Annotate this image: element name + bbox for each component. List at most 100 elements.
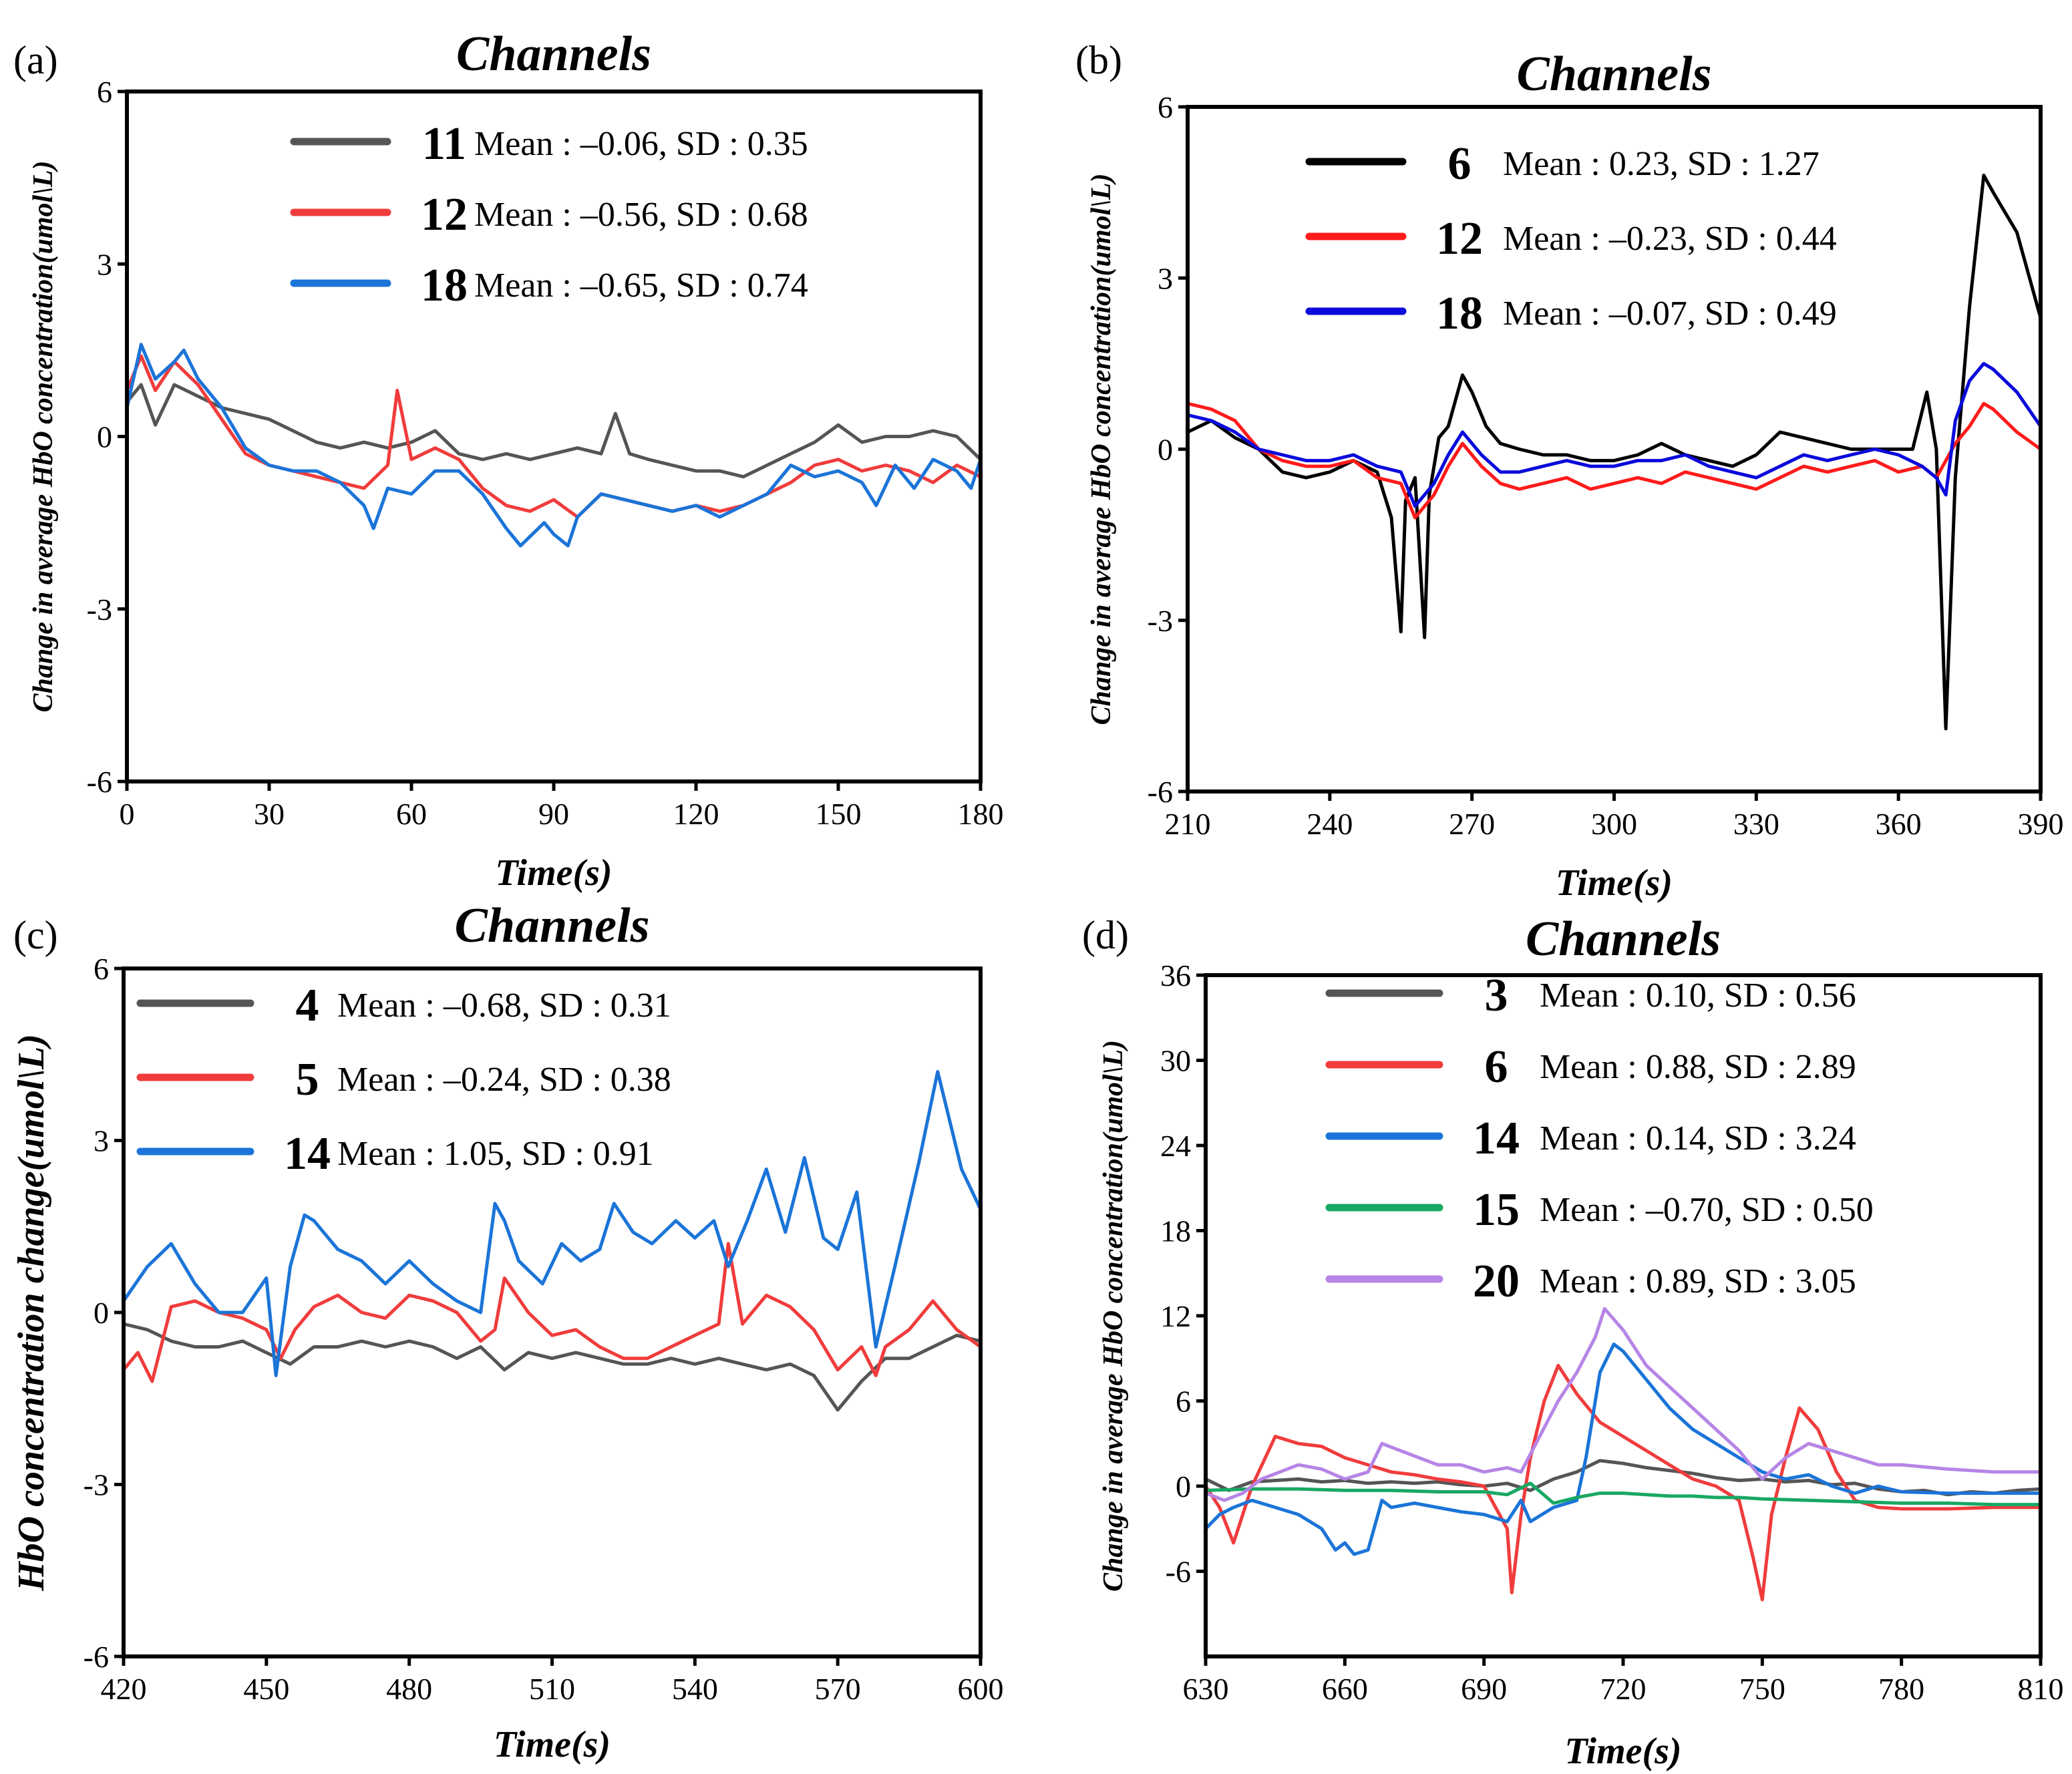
y-tick-label: -3 (1148, 604, 1173, 638)
x-tick-label: 780 (1878, 1672, 1924, 1706)
y-tick-label: 0 (1176, 1469, 1191, 1503)
y-tick-label: 3 (97, 247, 112, 281)
x-tick-label: 330 (1733, 807, 1779, 841)
legend-stats: Mean : –0.07, SD : 0.49 (1503, 295, 1837, 333)
series-line-4 (124, 1322, 981, 1412)
x-tick-label: 450 (243, 1672, 289, 1706)
x-tick-label: 510 (529, 1672, 575, 1706)
y-axis-label: HbO concentration change(umol\L) (11, 1034, 52, 1592)
legend-stats: Mean : 0.89, SD : 3.05 (1540, 1262, 1856, 1300)
y-axis-label: Change in average HbO concentration(umol… (1098, 1040, 1129, 1592)
legend-stats: Mean : –0.06, SD : 0.35 (474, 125, 808, 163)
legend-channel: 3 (1485, 970, 1508, 1021)
y-tick-label: 3 (1158, 261, 1173, 295)
legend-stats: Mean : 0.23, SD : 1.27 (1503, 145, 1820, 183)
panel-label: (b) (1075, 38, 1122, 82)
y-tick-label: 0 (1158, 433, 1173, 467)
x-tick-label: 540 (672, 1672, 718, 1706)
y-tick-label: -3 (83, 1468, 109, 1502)
y-tick-label: -3 (87, 592, 112, 627)
legend-stats: Mean : –0.23, SD : 0.44 (1503, 220, 1837, 258)
legend-channel: 11 (422, 118, 466, 170)
x-tick-label: 180 (958, 797, 1004, 831)
y-tick-label: -6 (87, 765, 112, 799)
x-tick-label: 570 (815, 1672, 861, 1706)
x-tick-label: 720 (1600, 1672, 1647, 1706)
x-tick-label: 30 (254, 797, 285, 831)
y-tick-label: 12 (1160, 1299, 1191, 1333)
panel-label: (c) (13, 913, 58, 957)
y-tick-label: 6 (94, 952, 109, 986)
x-tick-label: 420 (101, 1672, 147, 1706)
legend-stats: Mean : 1.05, SD : 0.91 (337, 1135, 654, 1173)
legend-channel: 18 (421, 260, 468, 311)
y-axis-label: Change in average HbO concentration(umol… (28, 160, 59, 712)
series-line-20 (1206, 1306, 2041, 1502)
series-line-14 (1206, 1343, 2041, 1556)
series-line-6 (1206, 1363, 2041, 1602)
x-tick-label: 480 (386, 1672, 432, 1706)
x-tick-label: 240 (1307, 807, 1353, 841)
legend-stats: Mean : 0.88, SD : 2.89 (1540, 1048, 1856, 1086)
legend-channel: 6 (1448, 138, 1472, 190)
x-tick-label: 300 (1591, 807, 1637, 841)
x-axis-label: Time(s) (1556, 862, 1673, 904)
legend-stats: Mean : –0.65, SD : 0.74 (474, 267, 808, 305)
series-line-11 (127, 383, 981, 479)
legend-channel: 12 (421, 189, 468, 240)
x-tick-label: 630 (1183, 1672, 1229, 1706)
y-tick-label: 18 (1160, 1214, 1191, 1248)
y-tick-label: -6 (1166, 1555, 1191, 1589)
y-tick-label: 0 (94, 1296, 109, 1330)
y-tick-label: 6 (1176, 1385, 1191, 1419)
y-tick-label: 6 (1158, 90, 1173, 124)
chart-title: Channels (1516, 47, 1711, 102)
legend-stats: Mean : –0.24, SD : 0.38 (337, 1061, 671, 1099)
x-tick-label: 390 (2018, 807, 2064, 841)
y-tick-label: 6 (97, 75, 112, 109)
series-line-6 (1188, 174, 2041, 731)
series-line-14 (124, 1070, 981, 1377)
x-tick-label: 750 (1739, 1672, 1785, 1706)
legend-stats: Mean : –0.56, SD : 0.68 (474, 196, 808, 234)
panel-c: (c) Channels 420 450 480 510 540 570 600 6 3 0 -3 -6 T… (11, 898, 1004, 1765)
x-tick-label: 210 (1165, 807, 1211, 841)
y-tick-label: -6 (83, 1640, 109, 1674)
x-tick-label: 60 (396, 797, 427, 831)
x-tick-label: 90 (538, 797, 569, 831)
x-tick-label: 810 (2018, 1672, 2064, 1706)
y-tick-label: 0 (97, 420, 112, 454)
legend-channel: 14 (284, 1128, 331, 1180)
series-line-12 (127, 354, 981, 519)
series-line-18 (1188, 361, 2041, 508)
y-tick-label: 30 (1160, 1044, 1191, 1078)
y-tick-label: -6 (1148, 775, 1173, 809)
legend-stats: Mean : –0.68, SD : 0.31 (337, 987, 671, 1025)
x-tick-label: 690 (1461, 1672, 1507, 1706)
y-axis-label: Change in average HbO concentration(umol… (1086, 173, 1117, 725)
legend-stats: Mean : 0.14, SD : 3.24 (1540, 1119, 1856, 1158)
x-tick-label: 150 (816, 797, 862, 831)
x-tick-label: 600 (958, 1672, 1004, 1706)
series-line-15 (1206, 1481, 2041, 1507)
legend-channel: 6 (1485, 1041, 1508, 1093)
legend-channel: 4 (296, 980, 319, 1031)
legend-channel: 20 (1473, 1256, 1520, 1307)
x-axis-label: Time(s) (495, 852, 612, 894)
legend-channel: 18 (1436, 288, 1483, 339)
x-tick-label: 120 (673, 797, 719, 831)
legend-channel: 5 (296, 1054, 319, 1105)
series-line-18 (127, 343, 981, 548)
y-tick-label: 24 (1160, 1129, 1191, 1163)
x-tick-label: 270 (1449, 807, 1495, 841)
series-line-5 (124, 1242, 981, 1383)
legend-channel: 15 (1473, 1184, 1520, 1236)
chart-title: Channels (454, 898, 649, 953)
chart-title: Channels (1526, 912, 1721, 966)
panel-label: (a) (13, 38, 58, 82)
x-tick-label: 660 (1322, 1672, 1368, 1706)
chart-title: Channels (456, 27, 651, 81)
